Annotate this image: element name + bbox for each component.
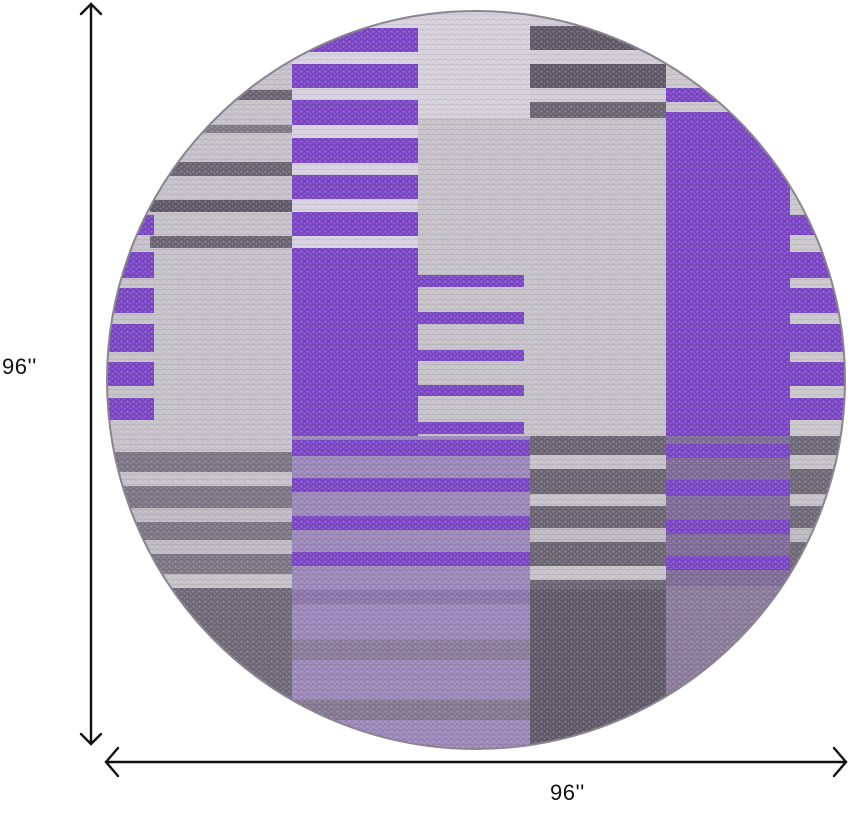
- rug: [107, 11, 845, 749]
- height-dimension-arrow: [79, 2, 103, 746]
- width-label: 96'': [550, 780, 585, 805]
- arrow-right-icon: [832, 746, 848, 778]
- width-dimension-arrow: [104, 746, 848, 778]
- arrow-down-icon: [79, 732, 103, 746]
- arrow-left-icon: [104, 746, 120, 778]
- height-label: 96'': [2, 354, 37, 379]
- rug-outline: [106, 10, 846, 750]
- arrow-up-icon: [79, 2, 103, 16]
